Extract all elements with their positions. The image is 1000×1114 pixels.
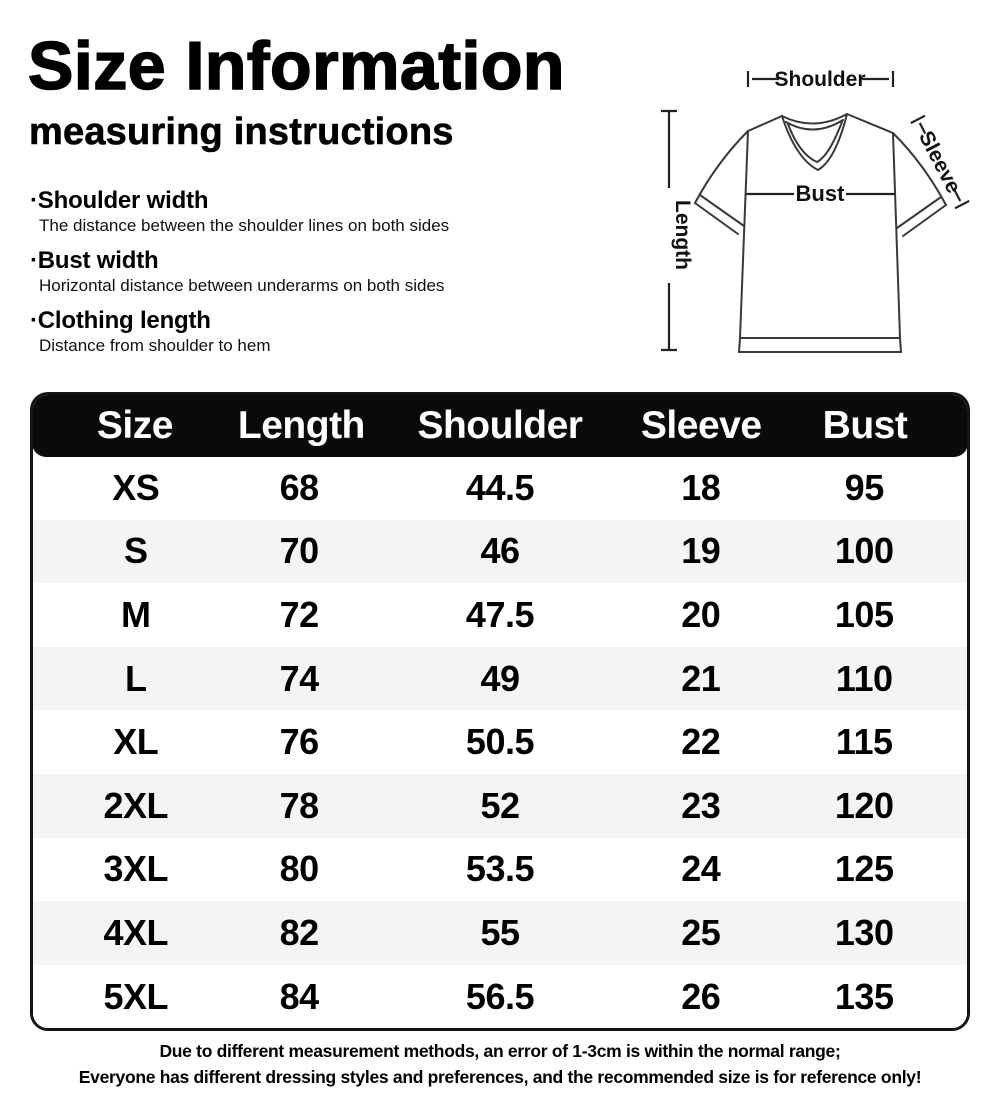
table-cell: 18 (681, 466, 721, 508)
table-cell: 115 (835, 721, 893, 763)
table-cell: 76 (279, 721, 320, 763)
instruction-heading: ·Bust width (30, 246, 590, 276)
measuring-instruction: ·Shoulder width The distance between the… (30, 186, 590, 236)
footer-line-1: Due to different measurement methods, an… (159, 1041, 841, 1061)
shoulder-measure: Shoulder (746, 68, 895, 91)
table-cell: 70 (279, 530, 320, 572)
table-row: M 72 47.5 20 105 (33, 583, 967, 647)
bullet-dot: · (30, 247, 38, 274)
table-cell: 49 (480, 657, 520, 699)
instruction-description: The distance between the shoulder lines … (39, 216, 450, 235)
table-row: L 74 49 21 110 (33, 646, 967, 711)
page-title: Size Information (27, 28, 565, 104)
table-cell: 135 (834, 975, 894, 1017)
table-cell: 4XL (103, 911, 168, 953)
table-cell: 20 (681, 593, 721, 635)
table-cell: S (123, 530, 148, 572)
table-cell: L (124, 657, 147, 699)
table-cell: 120 (834, 784, 894, 826)
table-cell: 24 (681, 848, 721, 890)
size-table-body: XS 68 44.5 18 95 S 70 46 19 100 M 72 47.… (33, 456, 967, 1029)
instruction-description: Distance from shoulder to hem (39, 336, 271, 355)
sleeve-measure: Sleeve (910, 114, 970, 210)
sleeve-label: Sleeve (914, 127, 965, 197)
table-cell: 110 (835, 657, 893, 699)
table-cell: XL (113, 721, 159, 763)
page-subtitle: measuring instructions (29, 111, 454, 153)
table-row: 5XL 84 56.5 26 135 (33, 964, 967, 1029)
table-cell: 100 (834, 530, 894, 572)
table-row: S 70 46 19 100 (33, 519, 967, 584)
measuring-instruction: ·Clothing length Distance from shoulder … (30, 306, 590, 356)
table-cell: 95 (844, 466, 885, 508)
column-header: Bust (822, 403, 908, 447)
tshirt-diagram-icon: Shoulder Length Sleeve Bust (661, 68, 970, 353)
instruction-label: Shoulder width (37, 187, 209, 214)
instruction-heading: ·Clothing length (30, 306, 590, 336)
instructions-list: ·Shoulder width The distance between the… (30, 186, 590, 366)
bullet-dot: · (30, 307, 38, 334)
table-cell: 55 (480, 911, 520, 953)
table-row: 2XL 78 52 23 120 (33, 773, 967, 838)
table-cell: 53.5 (465, 848, 535, 890)
bust-measure: Bust (746, 181, 895, 206)
table-cell: XS (112, 466, 160, 508)
table-cell: 52 (480, 784, 520, 826)
table-cell: 56.5 (465, 975, 535, 1017)
table-cell: 72 (279, 593, 320, 635)
table-row: XS 68 44.5 18 95 (33, 456, 967, 520)
table-cell: 74 (279, 657, 320, 699)
table-row: 3XL 80 53.5 24 125 (33, 837, 967, 902)
table-cell: 50.5 (465, 721, 535, 763)
instruction-heading: ·Shoulder width (30, 186, 590, 216)
tshirt-outline-icon (694, 113, 947, 353)
instruction-label: Bust width (37, 247, 159, 274)
footer-note: Due to different measurement methods, an… (0, 1038, 1000, 1090)
table-cell: 22 (681, 721, 721, 763)
table-cell: 82 (279, 911, 320, 953)
footer-line-2: Everyone has different dressing styles a… (78, 1067, 922, 1087)
table-cell: 125 (834, 848, 894, 890)
table-cell: 2XL (103, 784, 168, 826)
bust-label: Bust (796, 181, 846, 206)
table-cell: 5XL (103, 975, 168, 1017)
table-cell: 68 (279, 466, 320, 508)
column-header: Sleeve (640, 403, 762, 447)
table-cell: 80 (279, 848, 320, 890)
table-cell: 47.5 (465, 593, 535, 635)
table-cell: 78 (279, 784, 320, 826)
measuring-instruction: ·Bust width Horizontal distance between … (30, 246, 590, 296)
table-cell: 25 (681, 911, 721, 953)
bullet-dot: · (30, 187, 38, 214)
table-row: 4XL 82 55 25 130 (33, 901, 967, 965)
column-header: Size (96, 403, 174, 447)
table-cell: 44.5 (465, 466, 535, 508)
size-table-frame: Size Length Shoulder Sleeve Bust XS 68 4… (30, 392, 970, 1032)
column-header: Shoulder (417, 403, 583, 447)
table-cell: 19 (681, 530, 721, 572)
table-cell: 26 (681, 975, 721, 1017)
table-cell: 23 (681, 784, 721, 826)
tshirt-measurement-diagram: Shoulder Length Sleeve Bust (622, 38, 1000, 368)
instruction-label: Clothing length (37, 307, 211, 334)
table-cell: 105 (834, 593, 894, 635)
table-cell: 130 (834, 911, 894, 953)
size-table-header: Size Length Shoulder Sleeve Bust (33, 395, 967, 457)
instruction-description: Horizontal distance between underarms on… (39, 276, 445, 295)
table-cell: 84 (279, 975, 320, 1017)
table-cell: 3XL (103, 848, 168, 890)
column-header: Length (237, 403, 365, 447)
table-cell: M (120, 593, 151, 635)
length-label: Length (671, 200, 694, 270)
size-table: Size Length Shoulder Sleeve Bust XS 68 4… (30, 392, 970, 1032)
length-measure: Length (661, 109, 694, 352)
table-row: XL 76 50.5 22 115 (33, 710, 967, 774)
table-cell: 21 (681, 657, 721, 699)
table-cell: 46 (480, 530, 520, 572)
shoulder-label: Shoulder (774, 68, 865, 91)
